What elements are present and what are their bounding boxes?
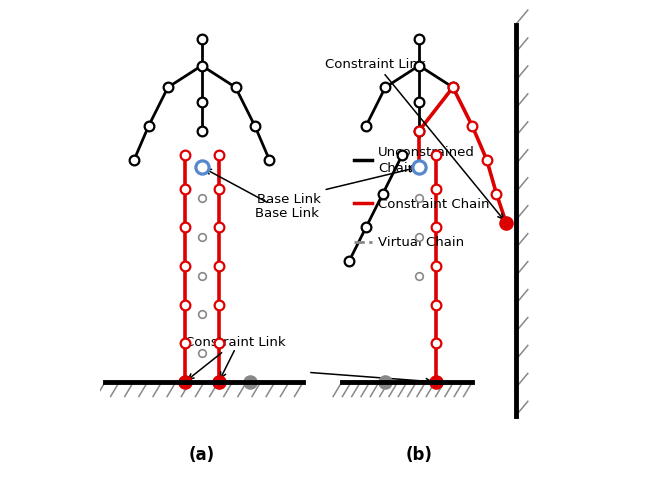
Text: Virtual Chain: Virtual Chain bbox=[378, 236, 464, 249]
Text: Base Link: Base Link bbox=[257, 168, 415, 205]
Text: Base Link: Base Link bbox=[206, 170, 319, 220]
Text: Constraint Chain: Constraint Chain bbox=[378, 197, 490, 210]
Text: (a): (a) bbox=[189, 445, 215, 464]
Text: Constraint Link: Constraint Link bbox=[325, 58, 503, 220]
Text: Constraint Link: Constraint Link bbox=[185, 336, 286, 379]
Text: (b): (b) bbox=[406, 445, 433, 464]
Text: Unconstrained
Chain: Unconstrained Chain bbox=[378, 146, 475, 175]
